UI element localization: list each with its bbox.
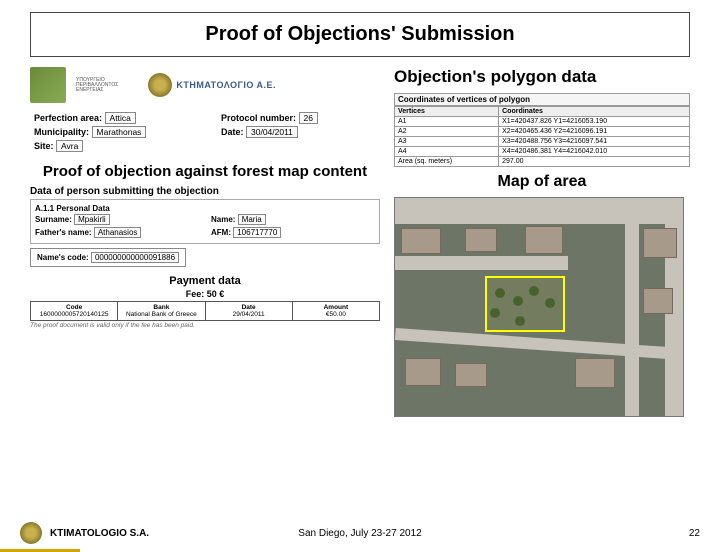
area-value: 297.00 <box>499 157 690 167</box>
pay-code-v: 1600000005720140125 <box>40 311 109 318</box>
afm-value: 106717770 <box>233 227 281 238</box>
fee-value: 50 € <box>207 289 225 299</box>
map-title: Map of area <box>394 173 690 191</box>
pay-date-v: 29/04/2011 <box>233 311 265 318</box>
site-value: Avra <box>56 140 83 152</box>
ktimatologio-text: ΚΤΗΜΑΤΟΛΟΓΙΟ Α.Ε. <box>176 80 276 90</box>
col-coords: Coordinates <box>499 107 690 117</box>
data-section-title: Data of person submitting the objection <box>30 186 380 197</box>
table-row: A1X1=420437.826 Y1=4216053.190 <box>395 117 690 127</box>
footer-logo-icon <box>20 522 42 544</box>
coords-header: Coordinates of vertices of polygon <box>394 93 690 106</box>
date-label: Date: <box>221 127 244 137</box>
pay-amount-h: Amount <box>296 304 376 311</box>
area-label: Area (sq. meters) <box>395 157 499 167</box>
perfection-area-value: Attica <box>105 112 136 124</box>
payment-table: Code1600000005720140125 BankNational Ban… <box>30 301 380 321</box>
pay-bank-h: Bank <box>121 304 201 311</box>
logo-row: ΥΠΟΥΡΓΕΙΟΠΕΡΙΒΑΛΛΟΝΤΟΣΕΝΕΡΓΕΙΑΣ ΚΤΗΜΑΤΟΛ… <box>30 67 380 103</box>
polygon-table: VerticesCoordinates A1X1=420437.826 Y1=4… <box>394 106 690 167</box>
polygon-data-title: Objection's polygon data <box>394 67 690 87</box>
protocol-value: 26 <box>299 112 318 124</box>
surname-label: Surname <box>35 215 74 224</box>
father-value: Athanasios <box>94 227 142 238</box>
table-row: A4X4=420486.381 Y4=4216042.010 <box>395 147 690 157</box>
perfection-area-label: Perfection area: <box>34 113 102 123</box>
table-row: A3X3=420488.756 Y3=4216097.541 <box>395 137 690 147</box>
payment-title: Payment data <box>30 275 380 287</box>
ktimatologio-logo: ΚΤΗΜΑΤΟΛΟΓΙΟ Α.Ε. <box>148 73 276 97</box>
date-value: 30/04/2011 <box>246 126 298 138</box>
pay-amount-v: €50.00 <box>326 311 346 318</box>
surname-value: Mpakirli <box>74 214 110 225</box>
footer: KTIMATOLOGIO S.A. San Diego, July 23-27 … <box>0 522 720 544</box>
pay-code-h: Code <box>34 304 114 311</box>
col-vertices: Vertices <box>395 107 499 117</box>
footer-org: KTIMATOLOGIO S.A. <box>50 528 149 539</box>
right-column: Objection's polygon data Coordinates of … <box>394 67 690 417</box>
name-value: Maria <box>238 214 266 225</box>
content: ΥΠΟΥΡΓΕΙΟΠΕΡΙΒΑΛΛΟΝΤΟΣΕΝΕΡΓΕΙΑΣ ΚΤΗΜΑΤΟΛ… <box>0 67 720 417</box>
title-box: Proof of Objections' Submission <box>30 12 690 57</box>
left-column: ΥΠΟΥΡΓΕΙΟΠΕΡΙΒΑΛΛΟΝΤΟΣΕΝΕΡΓΕΙΑΣ ΚΤΗΜΑΤΟΛ… <box>30 67 380 417</box>
fee-line: Fee: 50 € <box>30 289 380 299</box>
municipality-label: Municipality: <box>34 127 89 137</box>
payment-note: The proof document is valid only if the … <box>30 322 380 329</box>
page-number: 22 <box>689 528 700 539</box>
name-label: Name <box>211 215 238 224</box>
aerial-map <box>394 197 684 417</box>
table-row-area: Area (sq. meters)297.00 <box>395 157 690 167</box>
pay-date-h: Date <box>209 304 289 311</box>
perfection-table: Perfection area: Attica Protocol number:… <box>30 111 380 153</box>
table-row: A2X2=420465.436 Y2=4216096.191 <box>395 127 690 137</box>
ministry-logo-text: ΥΠΟΥΡΓΕΙΟΠΕΡΙΒΑΛΛΟΝΤΟΣΕΝΕΡΓΕΙΑΣ <box>76 78 118 93</box>
municipality-value: Marathonas <box>92 126 147 138</box>
fee-label: Fee: <box>186 289 205 299</box>
afm-label: AFM <box>211 228 233 237</box>
name-code-label: Name's code <box>37 253 86 262</box>
polygon-outline <box>485 276 565 332</box>
page-title: Proof of Objections' Submission <box>51 23 669 46</box>
pay-bank-v: National Bank of Greece <box>126 311 197 318</box>
personal-data-box: A.1.1 Personal Data SurnameMpakirli Name… <box>30 199 380 244</box>
ktimatologio-mark-icon <box>148 73 172 97</box>
name-code-value: 000000000000091886 <box>91 252 179 263</box>
personal-header: A.1.1 Personal Data <box>35 204 375 213</box>
proof-title: Proof of objection against forest map co… <box>30 163 380 180</box>
footer-venue: San Diego, July 23-27 2012 <box>298 528 421 539</box>
father-label: Father's name <box>35 228 94 237</box>
ministry-logo-icon <box>30 67 66 103</box>
name-code-box: Name's code: 000000000000091886 <box>30 248 186 267</box>
protocol-label: Protocol number: <box>221 113 296 123</box>
site-label: Site: <box>34 141 54 151</box>
